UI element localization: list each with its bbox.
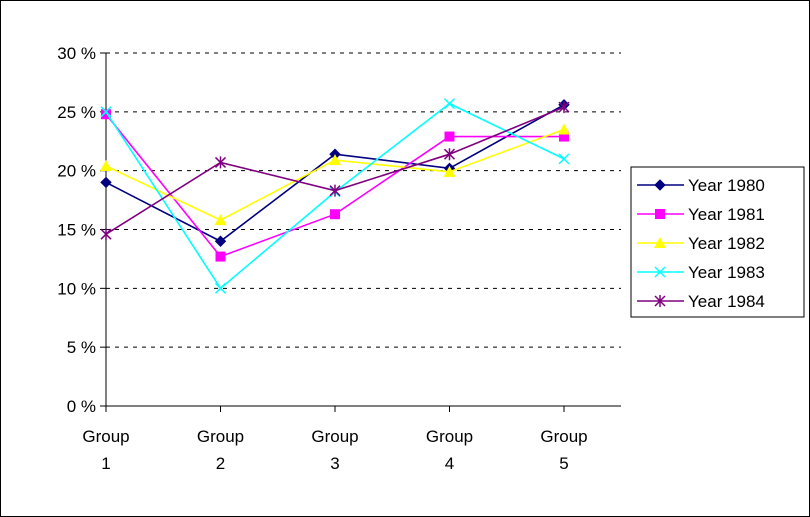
y-tick-label: 20 %: [57, 162, 96, 181]
legend-label: Year 1981: [688, 205, 765, 224]
data-point-marker: [654, 179, 666, 191]
data-point-marker: [558, 101, 570, 114]
legend-item: Year 1983: [637, 263, 765, 282]
legend-item: Year 1980: [637, 176, 765, 195]
legend-label: Year 1983: [688, 263, 765, 282]
x-tick-label: Group 2: [197, 427, 244, 473]
data-point-marker: [559, 131, 569, 142]
data-point-marker: [654, 237, 666, 248]
series-group: [100, 98, 570, 294]
data-point-marker: [443, 165, 456, 177]
y-tick-label: 25 %: [57, 103, 96, 122]
x-tick-label: Group 3: [311, 427, 358, 473]
y-tick-label: 15 %: [57, 221, 96, 240]
x-tick-label: Group 5: [540, 427, 587, 473]
data-point-marker: [100, 106, 112, 118]
gridlines: [106, 52, 621, 348]
data-point-marker: [101, 109, 111, 120]
x-tick-label: Group 4: [426, 427, 473, 473]
data-point-marker: [654, 266, 666, 278]
legend-label: Year 1982: [688, 234, 765, 253]
data-point-marker: [100, 176, 112, 189]
data-point-marker: [214, 156, 227, 169]
legend-item: Year 1984: [637, 292, 765, 311]
legend: Year 1980 Year 1981 Year 1982 Year 1983 Year…: [630, 166, 805, 318]
data-point-marker: [329, 154, 341, 166]
axes: 0 % 5 % 10 % 15 % 20 % 25 % 30 % Group 1 Group 2 Gr…: [57, 44, 621, 473]
data-point-marker: [444, 131, 455, 142]
data-point-marker: [214, 282, 227, 294]
legend-item: Year 1981: [637, 205, 765, 224]
series-1: [100, 99, 570, 247]
data-point-marker: [558, 123, 570, 135]
series-3: [100, 123, 570, 226]
data-point-marker: [654, 295, 666, 307]
x-tick-label: Group 1: [82, 427, 129, 473]
data-point-marker: [100, 228, 112, 241]
data-point-marker: [558, 153, 570, 165]
legend-label: Year 1980: [688, 176, 765, 195]
y-tick-label: 30 %: [57, 44, 96, 63]
series-5: [100, 101, 570, 241]
data-point-marker: [100, 159, 112, 171]
data-point-marker: [214, 214, 227, 226]
data-point-marker: [330, 209, 340, 220]
legend-label: Year 1984: [688, 292, 765, 311]
data-point-marker: [655, 209, 665, 219]
y-tick-label: 10 %: [57, 279, 96, 298]
data-point-marker: [215, 251, 226, 262]
y-tick-label: 5 %: [67, 338, 96, 357]
y-tick-label: 0 %: [67, 397, 96, 416]
data-point-marker: [443, 148, 456, 161]
data-point-marker: [329, 184, 341, 197]
legend-item: Year 1982: [637, 234, 765, 253]
data-point-marker: [214, 235, 227, 247]
series-2: [101, 109, 569, 262]
data-point-marker: [443, 98, 456, 110]
